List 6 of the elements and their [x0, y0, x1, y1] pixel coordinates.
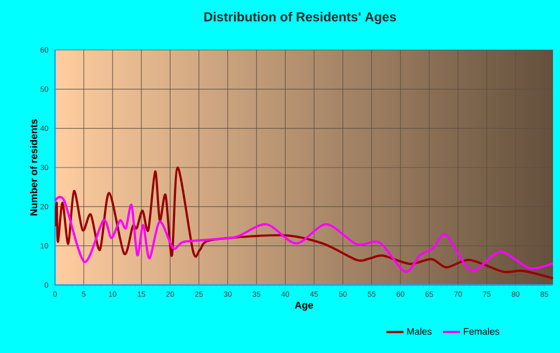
line-series — [55, 166, 553, 280]
chart-title: Distribution of Residents' Ages — [204, 12, 396, 24]
x-axis-title: Age — [294, 302, 314, 311]
y-axis-title: Number of residents — [30, 119, 38, 216]
legend-label: Males — [407, 328, 432, 335]
legend-label: Females — [464, 328, 500, 335]
